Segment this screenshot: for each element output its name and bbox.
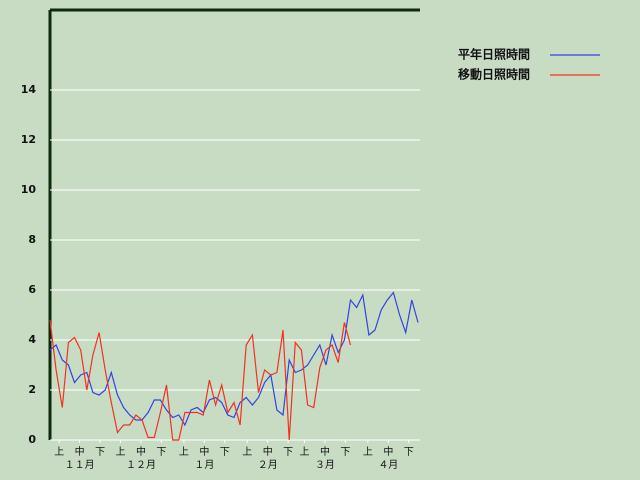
y-tick-label: 6 xyxy=(28,283,36,296)
x-tick-label: 上 xyxy=(54,446,64,458)
series-line xyxy=(49,291,419,427)
x-tick-label: 中 xyxy=(263,445,273,458)
x-tick-label: 中 xyxy=(320,445,330,458)
x-tick-label: 上 xyxy=(179,446,189,458)
x-tick-label: 下 xyxy=(283,447,293,458)
x-tick-label: 下 xyxy=(95,447,105,458)
month-label: ４月 xyxy=(378,459,398,471)
legend-label: 平年日照時間 xyxy=(458,47,530,62)
x-tick-label: 下 xyxy=(404,447,414,458)
month-label: １月 xyxy=(194,459,214,471)
y-tick-label: 4 xyxy=(28,333,36,346)
x-tick-label: 中 xyxy=(383,445,393,458)
month-label: １２月 xyxy=(126,459,156,471)
x-tick-label: 上 xyxy=(363,446,373,458)
x-tick-label: 下 xyxy=(156,447,166,458)
series-line xyxy=(49,319,352,441)
x-tick-label: 中 xyxy=(75,445,85,458)
legend-label: 移動日照時間 xyxy=(458,67,530,82)
x-tick-label: 中 xyxy=(199,445,209,458)
x-tick-label: 下 xyxy=(220,447,230,458)
y-tick-label: 10 xyxy=(21,183,37,196)
month-label: ３月 xyxy=(315,459,335,471)
y-tick-label: 12 xyxy=(21,133,36,146)
x-tick-label: 上 xyxy=(116,446,126,458)
y-tick-label: 8 xyxy=(28,233,36,246)
x-tick-label: 中 xyxy=(136,445,146,458)
y-tick-label: 0 xyxy=(28,433,36,446)
x-tick-label: 下 xyxy=(340,447,350,458)
x-tick-label: 上 xyxy=(300,446,310,458)
y-tick-label: 2 xyxy=(28,383,36,396)
month-label: ２月 xyxy=(258,459,278,471)
x-tick-label: 上 xyxy=(242,446,252,458)
month-label: １１月 xyxy=(65,459,95,471)
y-tick-label: 14 xyxy=(21,83,37,96)
